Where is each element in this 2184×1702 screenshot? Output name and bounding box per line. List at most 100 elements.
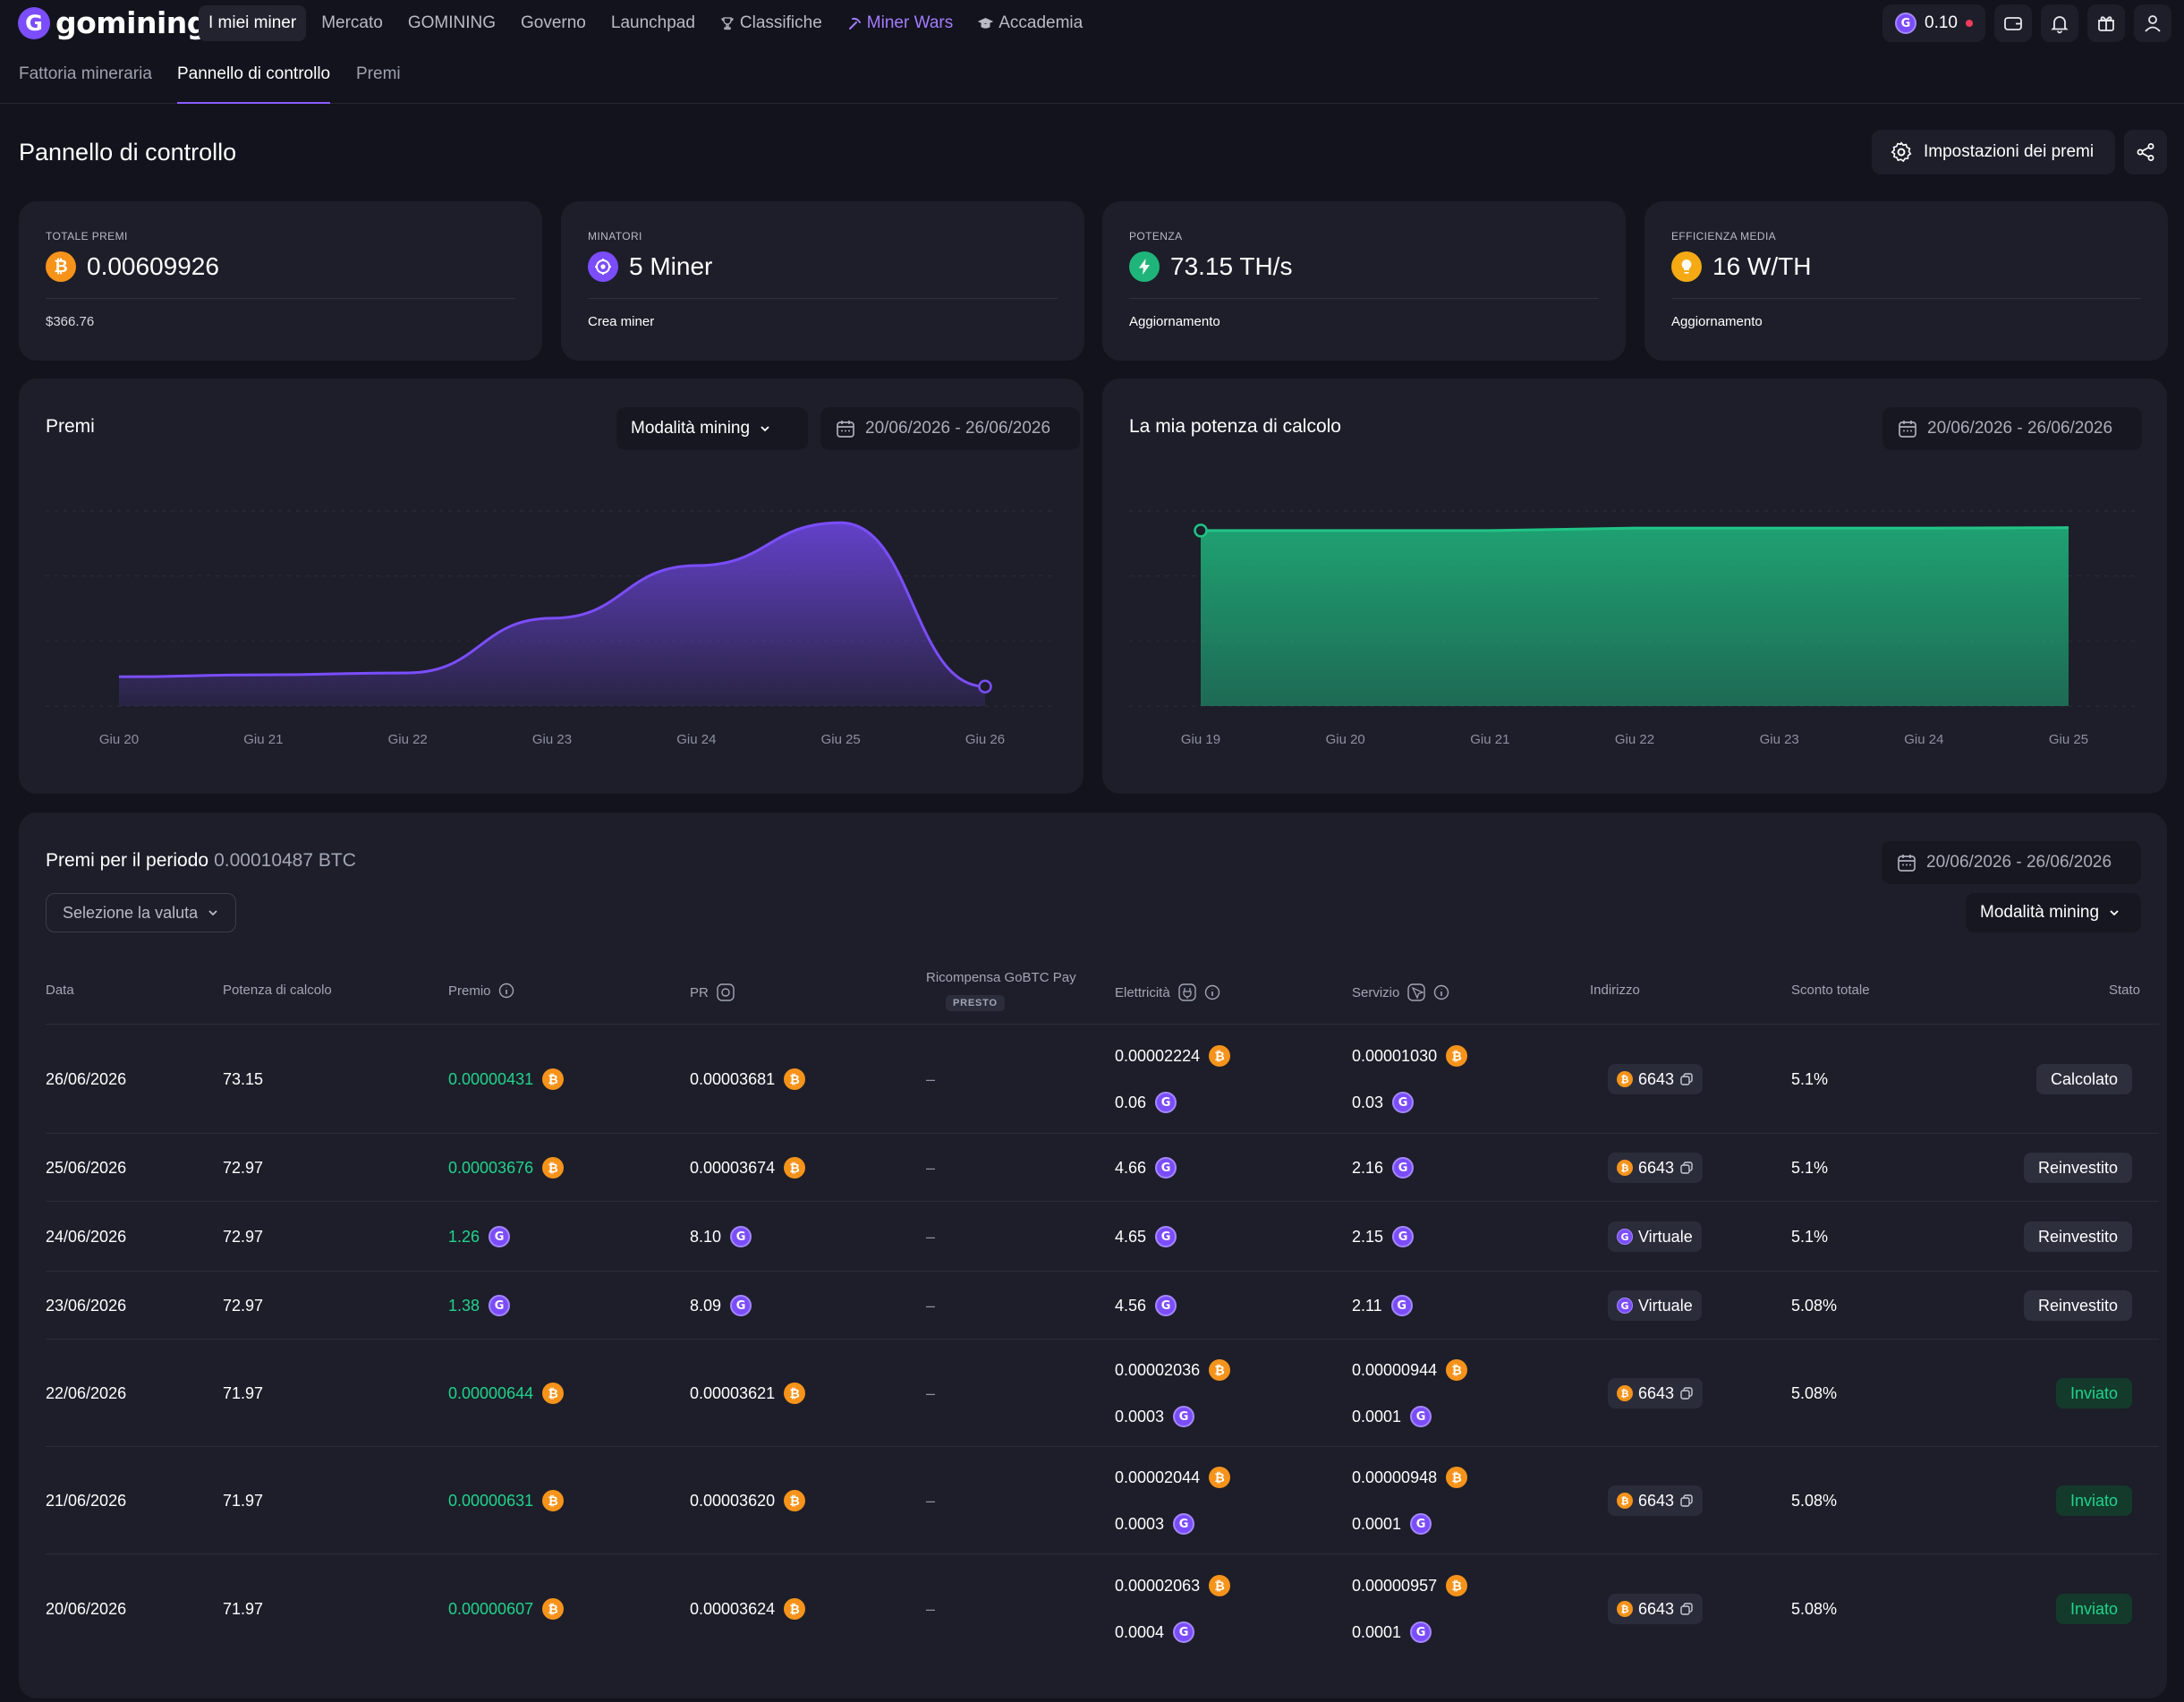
col-header-service: Servizio xyxy=(1352,983,1449,1002)
stat-value: 73.15 TH/s xyxy=(1129,251,1292,282)
address-badge[interactable]: G Virtuale xyxy=(1608,1221,1702,1252)
nav-gomining[interactable]: GOMINING xyxy=(398,5,506,41)
nav-miner-wars[interactable]: Miner Wars xyxy=(837,5,963,41)
copy-icon[interactable] xyxy=(1679,1072,1694,1086)
upgrade-power-link[interactable]: Aggiornamento xyxy=(1129,314,1220,329)
balance-pill[interactable]: G 0.10 xyxy=(1882,4,1985,42)
stat-value: ₿ 0.00609926 xyxy=(46,251,219,282)
info-icon[interactable] xyxy=(1204,984,1220,1000)
chevron-down-icon xyxy=(761,426,769,432)
gmt-coin-icon: G xyxy=(1392,1157,1415,1179)
power-area-chart: Giu 19 Giu 20 Giu 21 Giu 22 Giu 23 Giu 24 Giu … xyxy=(1129,510,2140,747)
power-date-picker[interactable]: 20/06/2026 - 26/06/2026 xyxy=(1882,407,2142,450)
tab-rewards[interactable]: Premi xyxy=(356,64,401,83)
gift-button[interactable] xyxy=(2087,4,2125,42)
rewards-area-chart: Giu 20 Giu 21 Giu 22 Giu 23 Giu 24 Giu 25 Giu … xyxy=(46,510,1057,747)
discount-value: 5.08% xyxy=(1791,1296,1838,1315)
tab-dashboard[interactable]: Pannello di controllo xyxy=(177,64,331,104)
gobtc-value: – xyxy=(926,1383,936,1402)
address-badge[interactable]: G Virtuale xyxy=(1608,1290,1702,1321)
bitcoin-icon: ₿ xyxy=(542,1598,565,1620)
nav-my-miners[interactable]: I miei miner xyxy=(199,5,307,41)
wallet-icon xyxy=(2004,17,2022,30)
col-header-label: PR xyxy=(690,984,709,1000)
info-icon[interactable] xyxy=(498,983,514,999)
reward-settings-label: Impostazioni dei premi xyxy=(1924,142,2095,161)
upgrade-efficiency-link[interactable]: Aggiornamento xyxy=(1671,314,1763,329)
cell-pr: 8.09 G xyxy=(690,1293,752,1318)
top-navigation: G gomining I miei miner Mercato GOMINING… xyxy=(0,0,2184,47)
wallet-button[interactable] xyxy=(1994,4,2032,42)
bitcoin-icon: ₿ xyxy=(1617,1385,1633,1401)
address-badge[interactable]: ₿ 6643 xyxy=(1608,1594,1704,1624)
date-value: 22/06/2026 xyxy=(46,1383,127,1402)
reward-value: 0.00000631 xyxy=(448,1491,534,1510)
discount-value: 5.1% xyxy=(1791,1069,1829,1088)
stat-value: 5 Miner xyxy=(588,251,712,282)
reward-value: 0.00000607 xyxy=(448,1599,534,1618)
share-button[interactable] xyxy=(2124,130,2167,174)
copy-icon[interactable] xyxy=(1679,1161,1694,1175)
mining-mode-dropdown[interactable]: Modalità mining xyxy=(616,407,808,450)
power-value: 71.97 xyxy=(223,1599,264,1618)
tab-mining-farm[interactable]: Fattoria mineraria xyxy=(19,64,152,83)
bitcoin-icon: ₿ xyxy=(784,1068,806,1090)
date-value: 25/06/2026 xyxy=(46,1158,127,1177)
x-tick-label: Giu 22 xyxy=(1615,732,1654,747)
create-miner-link[interactable]: Crea miner xyxy=(588,314,655,329)
date-value: 23/06/2026 xyxy=(46,1296,127,1315)
address-badge[interactable]: ₿ 6643 xyxy=(1608,1064,1704,1094)
bitcoin-icon: ₿ xyxy=(1446,1575,1468,1596)
address-badge[interactable]: ₿ 6643 xyxy=(1608,1378,1704,1408)
table-row: 24/06/2026 72.97 1.26 G 8.10 G – 4.65 G 2.15 G G Vir… xyxy=(46,1201,2159,1271)
chevron-down-icon xyxy=(2110,910,2119,916)
address-value: Virtuale xyxy=(1638,1296,1693,1315)
electricity-btc-value: 0.00002224 xyxy=(1115,1046,1201,1065)
notifications-button[interactable] xyxy=(2041,4,2078,42)
info-icon[interactable] xyxy=(1433,984,1449,1000)
gmt-coin-icon: G xyxy=(1895,13,1917,34)
cell-power: 71.97 xyxy=(223,1381,263,1406)
nav-governance[interactable]: Governo xyxy=(511,5,596,41)
reward-settings-button[interactable]: Impostazioni dei premi xyxy=(1872,130,2115,174)
address-badge[interactable]: ₿ 6643 xyxy=(1608,1485,1704,1516)
logo[interactable]: G gomining xyxy=(18,5,208,40)
cell-reward: 1.38 G xyxy=(448,1293,511,1318)
currency-select[interactable]: Selezione la valuta xyxy=(46,893,237,932)
x-tick-label: Giu 26 xyxy=(965,732,1005,747)
pr-value: 8.10 xyxy=(690,1227,722,1246)
gmt-coin-icon: G xyxy=(1173,1513,1195,1535)
cell-date: 24/06/2026 xyxy=(46,1224,126,1249)
rewards-period-sum: 0.00010487 BTC xyxy=(214,850,356,871)
nav-academy[interactable]: Accademia xyxy=(968,5,1092,41)
table-date-picker[interactable]: 20/06/2026 - 26/06/2026 xyxy=(1882,841,2141,884)
electricity-value: 4.66 xyxy=(1115,1158,1147,1177)
nav-launchpad[interactable]: Launchpad xyxy=(601,5,705,41)
profile-button[interactable] xyxy=(2134,4,2171,42)
copy-icon[interactable] xyxy=(1679,1494,1694,1508)
cell-reward: 0.00000607 ₿ xyxy=(448,1596,565,1621)
logo-mark-icon: G xyxy=(18,6,50,39)
stat-label: EFFICIENZA MEDIA xyxy=(1671,230,1777,243)
page-title: Pannello di controllo xyxy=(19,139,237,166)
table-mining-mode-dropdown[interactable]: Modalità mining xyxy=(1966,893,2141,932)
address-badge[interactable]: ₿ 6643 xyxy=(1608,1153,1704,1183)
copy-icon[interactable] xyxy=(1679,1602,1694,1616)
pr-icon[interactable] xyxy=(716,983,735,1002)
pr-value: 0.00003624 xyxy=(690,1599,776,1618)
cell-discount: 5.1% xyxy=(1791,1224,1828,1249)
rewards-date-picker[interactable]: 20/06/2026 - 26/06/2026 xyxy=(820,407,1080,450)
cell-electricity: 4.66 G xyxy=(1115,1155,1177,1180)
status-badge: Reinvestito xyxy=(2023,1290,2132,1321)
status-badge: Inviato xyxy=(2055,1378,2132,1408)
calendar-icon xyxy=(1898,855,1916,872)
copy-icon[interactable] xyxy=(1679,1386,1694,1400)
nav-leaderboards[interactable]: Classifiche xyxy=(710,5,832,41)
discount-value: 5.1% xyxy=(1791,1158,1829,1177)
cell-pr: 0.00003620 ₿ xyxy=(690,1488,806,1513)
x-tick-label: Giu 23 xyxy=(532,732,572,747)
cell-service-btc: 0.00000957 ₿ xyxy=(1352,1573,1468,1598)
nav-market[interactable]: Mercato xyxy=(311,5,393,41)
nav-label: Classifiche xyxy=(739,13,822,32)
power-chart-title: La mia potenza di calcolo xyxy=(1129,416,1341,437)
